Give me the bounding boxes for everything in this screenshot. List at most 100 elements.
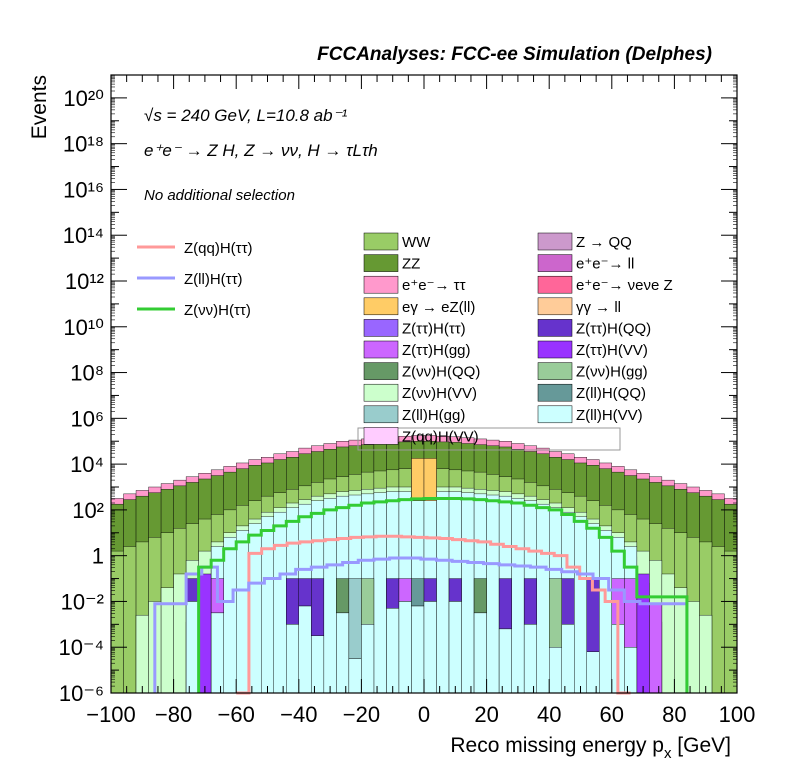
legend-swatch [537, 232, 573, 251]
annotation-process: e⁺e⁻ → Z H, Z → νν, H → τLτh [144, 141, 378, 160]
x-tick-label: 60 [600, 702, 624, 727]
legend-label: Z → QQ [576, 234, 632, 251]
stack-bin-zllhvv [523, 624, 537, 694]
stack-bin-low [549, 578, 562, 648]
x-tick-label: −20 [343, 702, 380, 727]
y-tick-label: 10²⁰ [63, 86, 104, 111]
x-tick-label: 40 [537, 702, 561, 727]
stack-bin-low [411, 578, 425, 607]
stack-bin-zllvv [574, 516, 587, 694]
annotation-process-text: e⁺e⁻ → Z H, Z → νν, H → τLτh [144, 141, 378, 160]
stack-bin-znnhvv [686, 601, 700, 694]
stack-bin-zllvv [235, 530, 249, 694]
annotation-selection: No additional selection [144, 187, 295, 204]
stack-bin-zllvv [599, 530, 613, 694]
stack-bin-low [336, 578, 350, 614]
stack-low-bins [185, 578, 638, 694]
legend-swatch [363, 319, 399, 337]
stack-bin-zllvv [248, 523, 262, 694]
stack-bin-zllhvv [498, 628, 512, 694]
y-tick-label: 10⁻² [61, 589, 104, 614]
legend-swatch [537, 319, 573, 337]
x-tick-label: −40 [280, 702, 317, 727]
stack-bin-zllvv [273, 511, 287, 694]
stack-bin-low [361, 578, 375, 625]
legend-label: Z(ll)H(gg) [402, 407, 465, 424]
plot-area [110, 435, 738, 694]
stack-bin-zllhvv [586, 651, 600, 694]
legend-label: Z(ll)H(QQ) [576, 385, 646, 402]
legend: Z(qq)H(ττ) Z(ll)H(ττ) Z(νν)H(ττ) WW ZZ e⁺e⁻→ … [137, 232, 673, 451]
legend-swatch [363, 383, 399, 402]
legend-swatch [363, 232, 399, 251]
chart-title: FCCAnalyses: FCC-ee Simulation (Delphes) [317, 44, 712, 65]
stack-bin-zllvv [323, 498, 337, 694]
y-tick-label: 10⁸ [70, 361, 104, 386]
stack-bin-zllhvv [311, 635, 325, 694]
stack-bin-zllhvv [411, 605, 425, 694]
stack-bin-zllhvv [549, 647, 562, 694]
stack-bin-zttvv [198, 573, 212, 694]
legend-swatch [363, 254, 399, 272]
axes: −100 −80 −60 −40 −20 0 20 40 60 80 100 10⁻⁶ 10⁻⁴ 10⁻²… [58, 74, 755, 727]
stack-bin-low [473, 578, 487, 614]
legend-swatch [537, 340, 573, 359]
stack-bin-znnhvv [135, 614, 149, 694]
legend-label: Z(qq)H(VV) [402, 428, 479, 445]
stack-bin-zttgg [649, 603, 663, 694]
stack-bin-zllhvv [561, 624, 575, 694]
stack-bin-egamma [423, 458, 437, 501]
legend-swatch [537, 275, 573, 294]
stack-bin-zllhvv [473, 612, 487, 694]
legend-swatch [363, 297, 399, 316]
stack-bin-low [624, 578, 638, 648]
y-tick-label: 10¹⁴ [63, 223, 104, 248]
stack-bin-zllhvv [185, 601, 199, 694]
stack-bin-zllhvv [210, 612, 224, 694]
legend-label: Z(ττ)H(ττ) [402, 320, 466, 337]
stack-bin-zllhvv [423, 601, 437, 694]
signal-line-1 [153, 556, 689, 693]
y-tick-label: 10⁻⁶ [59, 681, 104, 706]
legend-swatch [363, 340, 399, 359]
x-axis-label: Reco missing energy px [GeV] [450, 734, 731, 762]
stack-bin-ww [123, 546, 137, 694]
legend-label: eγ → eZ(ll) [402, 299, 475, 316]
stack-bin-zllvv [223, 537, 237, 694]
legend-label: Z(ll)H(VV) [576, 407, 643, 424]
y-tick-label: 10² [72, 498, 104, 523]
stack-bin-low [398, 578, 412, 602]
stack-egamma [411, 458, 437, 501]
y-tick-label: 10¹² [65, 269, 104, 294]
y-tick-label: 1 [92, 544, 104, 569]
legend-last-row-box [357, 427, 621, 451]
stack-bin-low [523, 578, 537, 625]
y-tick-label: 10⁶ [70, 406, 104, 431]
annotation-sqrt-s: √s = 240 GeV, L=10.8 ab⁻¹ [144, 106, 348, 125]
stack-bin-zllhvv [624, 647, 638, 694]
x-tick-label: −100 [86, 702, 136, 727]
stack-bin-low [185, 578, 199, 602]
stack-bin-low [561, 578, 575, 625]
legend-label: e⁺e⁻→ ττ [402, 277, 466, 294]
stack-bin-low [423, 578, 437, 602]
legend-swatch [363, 427, 399, 445]
stack-bin-zllvv [461, 492, 475, 694]
legend-label: ZZ [402, 256, 420, 273]
legend-swatch [363, 362, 399, 380]
x-tick-label: −80 [155, 702, 192, 727]
stack-bin-znnhvv [173, 573, 187, 694]
stack-bin-zllvv [261, 516, 274, 694]
stack-bin-low [311, 578, 325, 636]
stack-bin-ww [711, 546, 725, 694]
legend-label: Z(ττ)H(QQ) [576, 320, 651, 337]
legend-label: Z(ττ)H(gg) [402, 342, 471, 359]
signal-curves [153, 496, 689, 695]
annotation-selection-text: No additional selection [144, 187, 295, 204]
legend-swatch [537, 297, 573, 316]
legend-label: Z(νν)H(VV) [402, 385, 477, 402]
x-tick-label: 20 [474, 702, 498, 727]
stack-bin-zllhvv [336, 612, 350, 694]
stack-bin-znnhvv [699, 614, 713, 694]
